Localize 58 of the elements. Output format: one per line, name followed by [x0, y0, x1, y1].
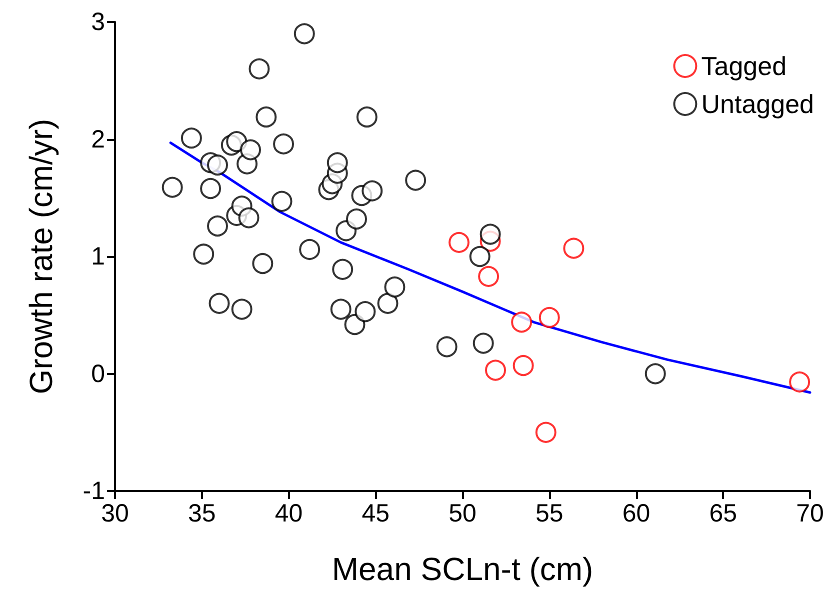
point [472, 332, 494, 354]
point [512, 355, 534, 376]
x-tick-label: 65 [709, 500, 738, 528]
point [377, 292, 398, 314]
point [240, 139, 262, 160]
y-axis-title: Growth rate (cm/yr) [23, 118, 59, 394]
point [330, 298, 352, 320]
point [563, 238, 584, 259]
point [644, 363, 666, 384]
point [299, 238, 320, 260]
x-tick-label: 35 [188, 500, 216, 528]
y-tick-label: 2 [91, 125, 105, 154]
point [273, 133, 294, 154]
x-tick-label: 50 [448, 500, 476, 528]
x-axis-title: Mean SCLn-t (cm) [332, 551, 594, 587]
point [384, 276, 406, 298]
point [200, 178, 222, 199]
point [485, 360, 506, 381]
point [362, 180, 383, 202]
point [356, 106, 378, 128]
y-tick-label: 1 [91, 242, 105, 270]
point [346, 208, 368, 230]
point [271, 190, 292, 212]
point [252, 253, 274, 274]
line-series [169, 142, 812, 394]
point [207, 216, 228, 237]
point [326, 152, 348, 174]
y-tick-label: 0 [91, 360, 105, 388]
point [193, 244, 214, 265]
point [478, 266, 500, 287]
point [789, 371, 810, 392]
legend-label: Untagged [701, 89, 814, 119]
point [231, 298, 252, 320]
point [162, 176, 183, 198]
x-tick-label: 60 [622, 500, 650, 528]
point [294, 23, 315, 44]
x-tick-label: 40 [274, 500, 303, 528]
legend-label: Tagged [701, 51, 787, 81]
point [256, 106, 277, 128]
x-tick-label: 70 [796, 500, 824, 528]
y-tick-label: 3 [91, 8, 105, 36]
point [405, 170, 426, 191]
point [238, 207, 260, 228]
point [436, 336, 458, 358]
point [469, 246, 490, 267]
x-tick-label: 45 [362, 500, 390, 528]
point [448, 232, 470, 253]
point [480, 224, 501, 245]
point [535, 422, 556, 443]
point [180, 128, 202, 149]
point [208, 292, 230, 314]
point [354, 301, 376, 322]
point [332, 258, 354, 280]
x-tick-label: 55 [535, 500, 564, 528]
point [511, 312, 532, 333]
point [248, 58, 270, 80]
point [538, 306, 560, 328]
point [207, 154, 228, 176]
